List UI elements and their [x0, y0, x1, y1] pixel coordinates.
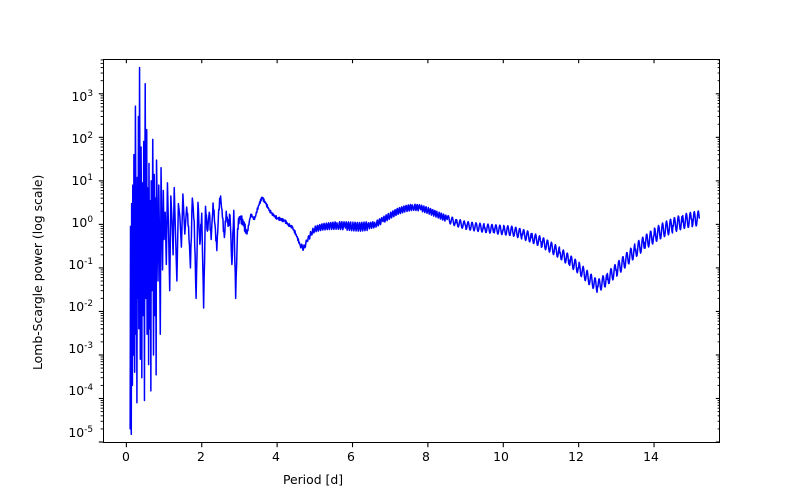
y-tick-exponent: -1	[84, 256, 93, 267]
y-tick-mantissa: 10	[71, 131, 88, 146]
x-tick-label: 6	[347, 449, 355, 464]
x-tick-label: 12	[568, 449, 584, 464]
y-tick-mantissa: 10	[68, 299, 85, 314]
periodogram-line	[129, 66, 701, 436]
x-tick-label: 0	[122, 449, 130, 464]
y-tick-mantissa: 10	[71, 89, 88, 104]
x-tick-label: 2	[197, 449, 205, 464]
y-tick-mantissa: 10	[68, 257, 85, 272]
y-tick-exponent: 2	[87, 130, 93, 141]
y-tick-exponent: -2	[84, 298, 93, 309]
y-tick-mantissa: 10	[68, 383, 85, 398]
x-major-ticks	[125, 59, 655, 448]
y-minor-ticks	[100, 59, 720, 430]
x-axis-label: Period [d]	[0, 472, 800, 487]
x-tick-label: 10	[493, 449, 509, 464]
y-tick-mantissa: 10	[71, 173, 88, 188]
x-tick-label: 4	[272, 449, 280, 464]
y-tick-exponent: -3	[84, 340, 93, 351]
y-tick-exponent: -5	[84, 424, 93, 435]
y-major-ticks	[98, 93, 720, 443]
y-tick-mantissa: 10	[68, 341, 85, 356]
plot-axes-frame	[103, 59, 720, 443]
y-tick-mantissa: 10	[71, 215, 88, 230]
x-tick-label: 14	[643, 449, 659, 464]
x-tick-label: 8	[422, 449, 430, 464]
y-tick-exponent: 1	[87, 172, 93, 183]
x-axis-label-text: Period [d]	[282, 472, 344, 487]
y-tick-exponent: 3	[87, 88, 93, 99]
y-tick-exponent: 0	[87, 214, 93, 225]
y-tick-exponent: -4	[84, 382, 93, 393]
y-tick-mantissa: 10	[68, 425, 85, 440]
